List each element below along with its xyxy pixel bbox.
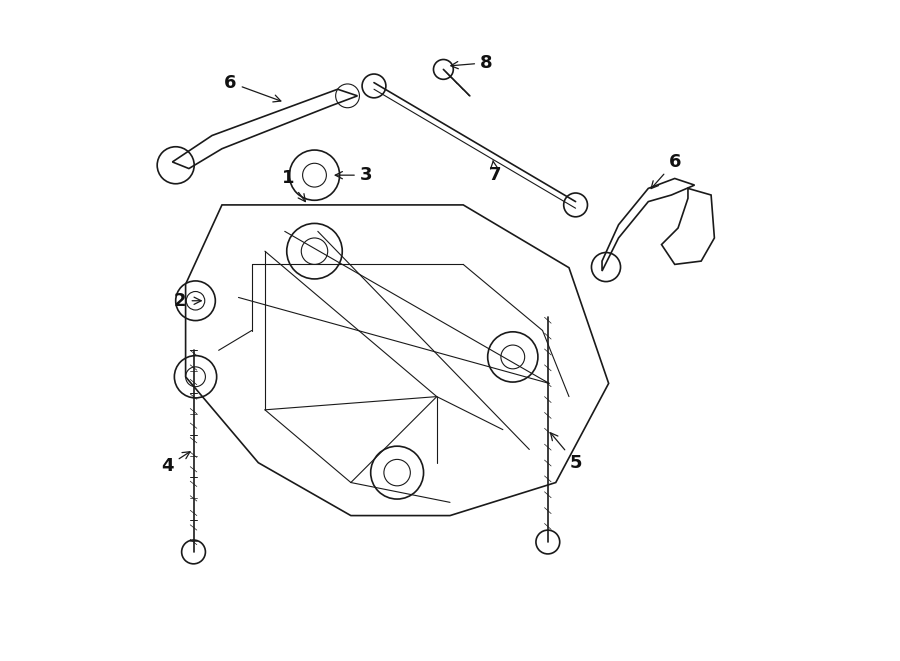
Text: 1: 1	[282, 169, 305, 202]
Text: 7: 7	[489, 161, 501, 184]
Text: 8: 8	[451, 54, 492, 72]
Circle shape	[434, 59, 454, 79]
Text: 6: 6	[224, 73, 281, 102]
Text: 2: 2	[174, 292, 202, 310]
Text: 4: 4	[161, 451, 190, 475]
Text: 3: 3	[335, 166, 373, 184]
Text: 5: 5	[551, 433, 581, 472]
Text: 6: 6	[651, 153, 681, 188]
